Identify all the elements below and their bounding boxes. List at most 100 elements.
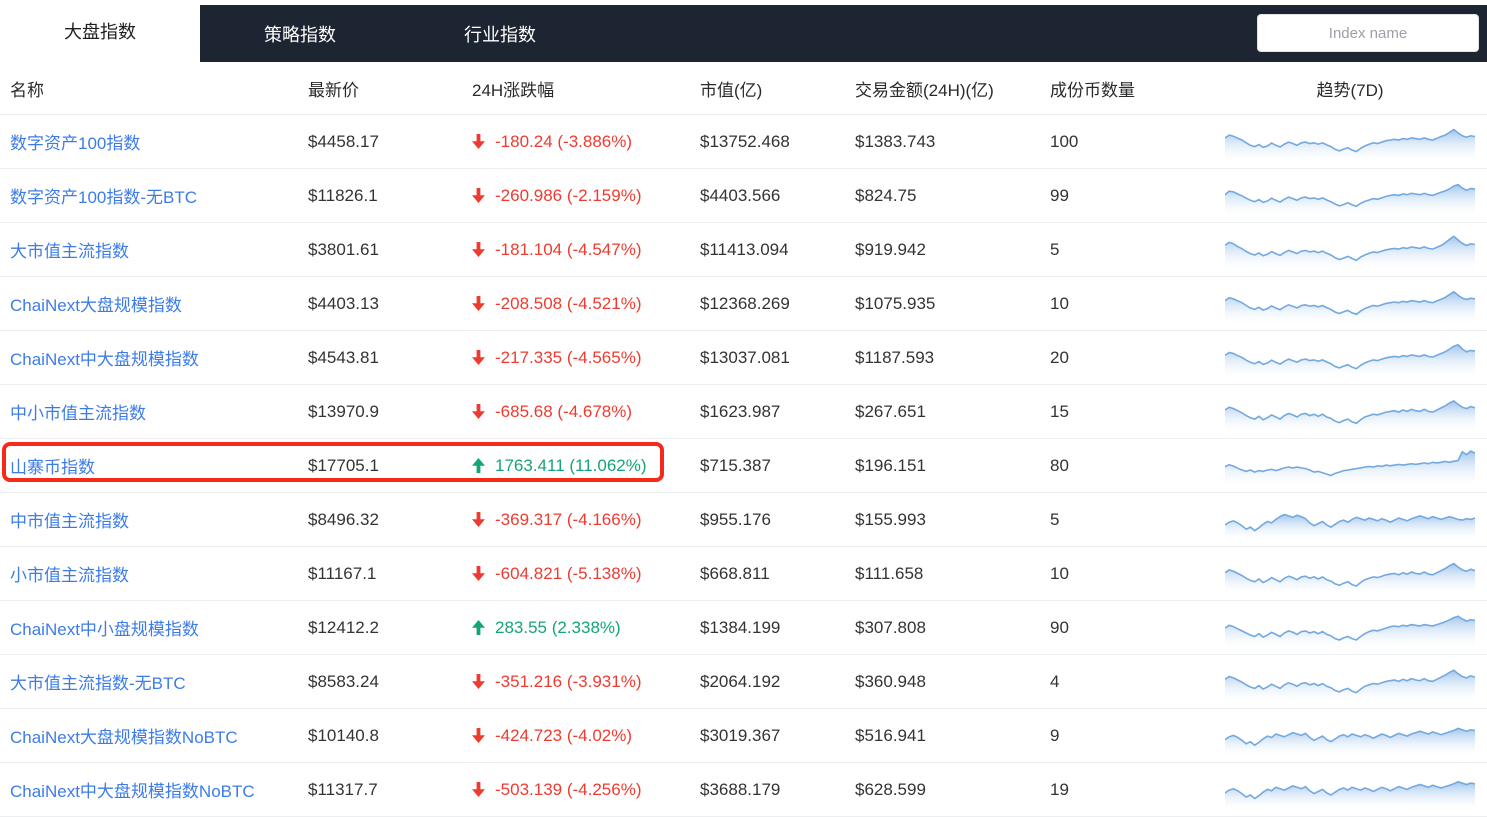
tab-industry-index[interactable]: 行业指数 xyxy=(464,24,536,45)
index-name-link[interactable]: ChaiNext大盘规模指数 xyxy=(10,296,182,315)
trend-sparkline xyxy=(1225,449,1475,487)
market-cap-value: $3019.367 xyxy=(700,725,781,745)
trend-cell xyxy=(1213,445,1487,487)
change-cell: -424.723 (-4.02%) xyxy=(462,726,688,746)
index-name-cell: 大市值主流指数 xyxy=(0,237,298,262)
volume-value: $267.651 xyxy=(855,401,926,421)
change-value: -424.723 (-4.02%) xyxy=(495,725,633,745)
change-cell: -685.68 (-4.678%) xyxy=(462,402,688,422)
index-name-link[interactable]: 山寨币指数 xyxy=(10,458,95,477)
index-name-link[interactable]: 大市值主流指数-无BTC xyxy=(10,674,186,693)
index-name-link[interactable]: 数字资产100指数 xyxy=(10,134,141,153)
table-row[interactable]: ChaiNext大盘规模指数 $4403.13 -208.508 (-4.521%)… xyxy=(0,277,1487,331)
change-cell: 1763.411 (11.062%) xyxy=(462,456,688,476)
index-name-cell: ChaiNext中大盘规模指数NoBTC xyxy=(0,777,298,802)
trend-sparkline xyxy=(1225,183,1475,217)
tab-strategy-index[interactable]: 策略指数 xyxy=(264,24,336,45)
change-cell: -208.508 (-4.521%) xyxy=(462,294,688,314)
latest-price-value: $11167.1 xyxy=(308,563,377,583)
latest-price-value: $4543.81 xyxy=(308,347,379,367)
trend-sparkline xyxy=(1225,234,1475,271)
index-name-cell: ChaiNext大盘规模指数NoBTC xyxy=(0,723,298,748)
table-row[interactable]: ChaiNext大盘规模指数NoBTC $10140.8 -424.723 (-4.… xyxy=(0,709,1487,763)
index-name-link[interactable]: ChaiNext中大盘规模指数NoBTC xyxy=(10,782,255,801)
table-row[interactable]: ChaiNext中大盘规模指数NoBTC $11317.7 -503.139 (-4… xyxy=(0,763,1487,817)
volume-value: $1383.743 xyxy=(855,131,936,151)
latest-price-value: $4458.17 xyxy=(308,131,379,151)
trend-cell xyxy=(1213,229,1487,271)
header-name: 名称 xyxy=(10,80,44,100)
market-cap-value: $715.387 xyxy=(700,455,771,475)
index-search-input[interactable] xyxy=(1257,14,1479,52)
trend-cell xyxy=(1213,499,1487,541)
trend-sparkline xyxy=(1225,562,1475,595)
table-row[interactable]: 数字资产100指数-无BTC $11826.1 -260.986 (-2.159%)… xyxy=(0,169,1487,223)
index-name-cell: 山寨币指数 xyxy=(0,453,298,478)
index-name-cell: 数字资产100指数 xyxy=(0,129,298,154)
table-row[interactable]: 山寨币指数 $17705.1 1763.411 (11.062%) $715.387 $… xyxy=(0,439,1487,493)
market-cap-value: $4403.566 xyxy=(700,185,781,205)
table-row[interactable]: 大市值主流指数-无BTC $8583.24 -351.216 (-3.931%) $2… xyxy=(0,655,1487,709)
volume-value: $516.941 xyxy=(855,725,926,745)
change-cell: -180.24 (-3.886%) xyxy=(462,132,688,152)
volume-value: $628.599 xyxy=(855,779,926,799)
index-name-link[interactable]: 小市值主流指数 xyxy=(10,566,129,585)
trend-cell xyxy=(1213,553,1487,595)
market-cap-value: $668.811 xyxy=(700,563,770,583)
change-value: -369.317 (-4.166%) xyxy=(495,509,642,529)
change-cell: -503.139 (-4.256%) xyxy=(462,780,688,800)
coin-count-value: 100 xyxy=(1050,131,1079,151)
change-value: -260.986 (-2.159%) xyxy=(495,185,642,205)
down-arrow-icon xyxy=(472,134,485,149)
table-row[interactable]: ChaiNext中小盘规模指数 $12412.2 283.55 (2.338%) $1… xyxy=(0,601,1487,655)
down-arrow-icon xyxy=(472,188,485,203)
index-name-link[interactable]: 数字资产100指数-无BTC xyxy=(10,188,198,207)
coin-count-value: 90 xyxy=(1050,617,1069,637)
change-value: -181.104 (-4.547%) xyxy=(495,239,642,259)
header-latest-price: 最新价 xyxy=(308,80,359,100)
trend-cell xyxy=(1213,607,1487,649)
change-value: -604.821 (-5.138%) xyxy=(495,563,642,583)
market-cap-value: $13037.081 xyxy=(700,347,790,367)
coin-count-value: 10 xyxy=(1050,563,1069,583)
change-cell: -604.821 (-5.138%) xyxy=(462,564,688,584)
trend-sparkline xyxy=(1225,128,1475,163)
trend-sparkline xyxy=(1225,290,1475,325)
trend-sparkline xyxy=(1225,399,1475,433)
coin-count-value: 99 xyxy=(1050,185,1069,205)
table-row[interactable]: 小市值主流指数 $11167.1 -604.821 (-5.138%) $668.81… xyxy=(0,547,1487,601)
index-name-link[interactable]: ChaiNext大盘规模指数NoBTC xyxy=(10,728,238,747)
change-value: -208.508 (-4.521%) xyxy=(495,293,642,313)
trend-sparkline xyxy=(1225,343,1475,379)
coin-count-value: 5 xyxy=(1050,239,1060,259)
coin-count-value: 5 xyxy=(1050,509,1060,529)
table-row[interactable]: 大市值主流指数 $3801.61 -181.104 (-4.547%) $11413.… xyxy=(0,223,1487,277)
latest-price-value: $11317.7 xyxy=(308,779,378,799)
header-volume-24h: 交易金额(24H)(亿) xyxy=(855,80,994,100)
index-name-cell: 小市值主流指数 xyxy=(0,561,298,586)
index-name-cell: ChaiNext大盘规模指数 xyxy=(0,291,298,316)
down-arrow-icon xyxy=(472,404,485,419)
tab-market-index[interactable]: 大盘指数 xyxy=(0,0,200,62)
trend-cell xyxy=(1213,661,1487,703)
index-name-cell: ChaiNext中大盘规模指数 xyxy=(0,345,298,370)
coin-count-value: 20 xyxy=(1050,347,1069,367)
table-row[interactable]: 中市值主流指数 $8496.32 -369.317 (-4.166%) $955.17… xyxy=(0,493,1487,547)
index-name-link[interactable]: ChaiNext中大盘规模指数 xyxy=(10,350,199,369)
table-row[interactable]: ChaiNext中大盘规模指数 $4543.81 -217.335 (-4.565%… xyxy=(0,331,1487,385)
change-cell: -260.986 (-2.159%) xyxy=(462,186,688,206)
change-value: -217.335 (-4.565%) xyxy=(495,347,642,367)
change-cell: 283.55 (2.338%) xyxy=(462,618,688,638)
market-cap-value: $12368.269 xyxy=(700,293,790,313)
down-arrow-icon xyxy=(472,728,485,743)
table-row[interactable]: 中小市值主流指数 $13970.9 -685.68 (-4.678%) $1623.9… xyxy=(0,385,1487,439)
index-name-link[interactable]: 大市值主流指数 xyxy=(10,242,129,261)
change-cell: -369.317 (-4.166%) xyxy=(462,510,688,530)
down-arrow-icon xyxy=(472,674,485,689)
index-name-link[interactable]: ChaiNext中小盘规模指数 xyxy=(10,620,199,639)
table-row[interactable]: 数字资产100指数 $4458.17 -180.24 (-3.886%) $13752… xyxy=(0,115,1487,169)
index-name-link[interactable]: 中市值主流指数 xyxy=(10,512,129,531)
tab-bar: 大盘指数 策略指数 行业指数 xyxy=(0,0,1487,62)
index-name-link[interactable]: 中小市值主流指数 xyxy=(10,404,146,423)
market-cap-value: $1623.987 xyxy=(700,401,781,421)
